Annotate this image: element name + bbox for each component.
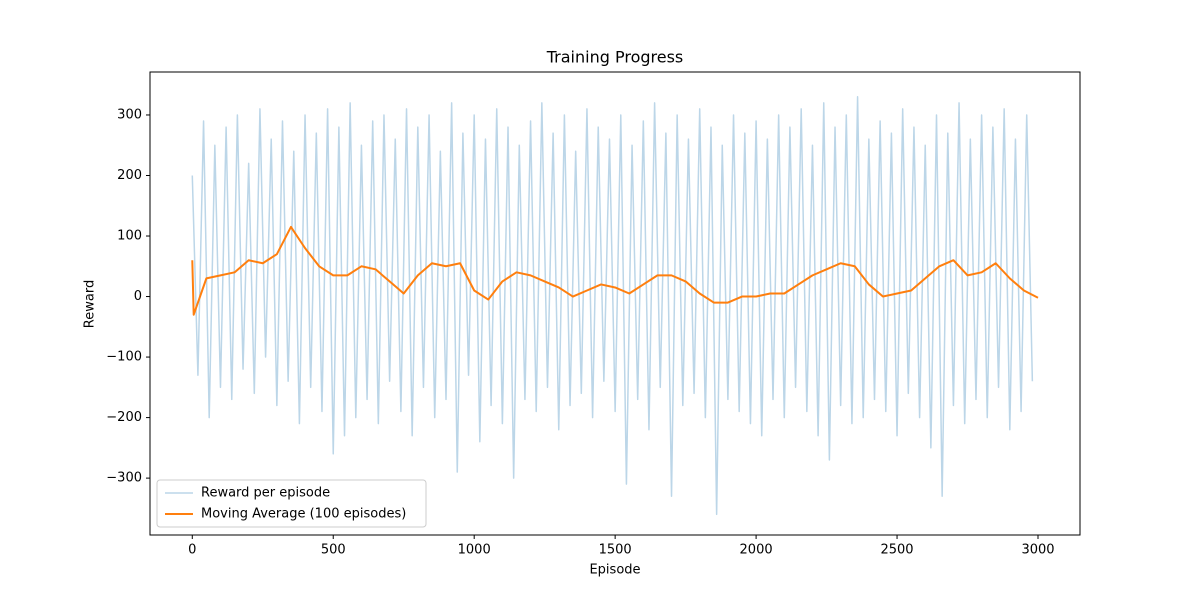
y-tick-label: −100 [106,350,142,365]
legend-label: Reward per episode [201,486,330,501]
y-tick-label: 0 [134,289,142,304]
y-tick-label: −200 [106,410,142,425]
series-line [191,225,1039,316]
x-tick-label: 500 [321,543,346,558]
legend-box [156,479,427,528]
x-tick-label: 2000 [740,543,773,558]
legend-label: Moving Average (100 episodes) [201,507,406,522]
x-tick-label: 1500 [599,543,632,558]
x-tick-label: 0 [188,543,196,558]
x-tick-label: 3000 [1021,543,1054,558]
x-tick-label: 2500 [880,543,913,558]
y-tick-label: 200 [117,168,142,183]
y-axis-label: Reward [83,280,98,328]
series-line [191,96,1034,516]
y-tick-label: 100 [117,229,142,244]
x-tick-label: 1000 [458,543,491,558]
chart-title: Training Progress [546,48,684,67]
x-axis-label: Episode [589,563,640,578]
y-tick-label: 300 [117,107,142,122]
y-tick-label: −300 [106,471,142,486]
